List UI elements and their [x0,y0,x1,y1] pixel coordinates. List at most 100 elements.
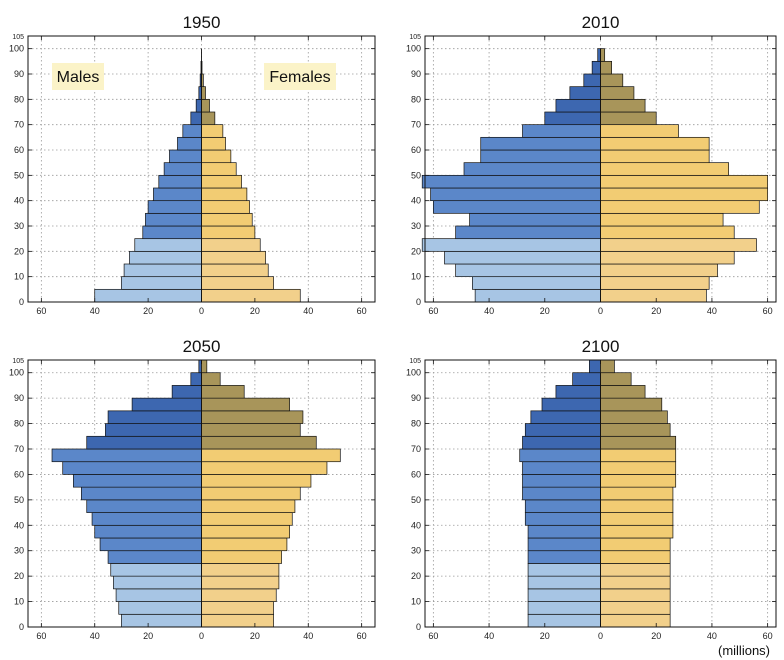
male-bar [153,187,202,202]
male-bar [433,200,601,214]
male-bar [527,563,601,577]
female-bar [600,48,606,62]
male-bar [129,250,202,265]
x-tick-label: 60 [36,631,46,641]
female-bar [201,359,208,374]
x-tick-label: 40 [484,631,494,641]
male-bar [555,98,601,113]
female-bar [201,124,224,138]
male-bar [527,588,601,602]
y-tick-label: 30 [411,221,421,231]
male-bar [469,212,601,227]
male-bar [94,524,202,539]
male-bar [131,397,202,412]
x-tick-label: 0 [199,631,204,641]
male-bar [569,86,601,100]
female-bar [600,200,760,214]
male-bar [480,149,601,164]
female-bar [600,187,768,202]
female-bar [600,73,624,88]
y-tick-label: 30 [14,221,24,231]
female-bar [201,601,274,615]
y-tick-label: 60 [411,145,421,155]
female-bar [600,98,646,113]
male-bar [444,250,601,265]
y-tick-label: 40 [411,520,421,530]
y-tick-label: 10 [411,597,421,607]
males-label-bg [52,63,104,90]
female-bar [600,486,674,501]
y-tick-label: 0 [416,297,421,307]
y-tick-label: 80 [411,419,421,429]
male-bar [524,423,601,437]
y-tick-label: 20 [411,246,421,256]
male-bar [589,359,601,374]
female-bar [201,588,277,602]
x-tick-label: 40 [90,631,100,641]
female-bar [201,276,274,290]
female-bar [201,397,290,412]
y-tick-label: 80 [14,419,24,429]
female-bar [600,225,735,240]
x-tick-label: 20 [540,306,550,316]
female-bar [201,474,312,488]
x-tick-label: 40 [303,306,313,316]
male-bar [463,162,601,176]
female-bar [600,250,735,265]
y-tick-label: 10 [411,272,421,282]
male-bar [86,499,202,513]
female-bar [600,550,671,564]
female-bar [600,174,768,189]
y-tick-label: 50 [14,495,24,505]
male-bar [430,187,601,202]
x-tick-label: 0 [598,306,603,316]
male-bar [522,124,601,138]
female-bar [600,212,724,227]
female-bar [600,461,677,475]
male-bar [115,588,202,602]
females-label: Females [269,69,330,86]
x-tick-label: 60 [763,631,773,641]
male-bar [123,263,202,278]
x-tick-label: 0 [199,306,204,316]
pyramid-panel-2050: 60 40 20 0 20 40 60 0 10 20 30 40 50 60 70 80 90 100 105 20… [9,337,376,641]
male-bar [524,499,601,513]
female-bar [600,410,668,424]
pyramid-panel-1950: 60 40 20 0 20 40 60 0 10 20 30 40 50 60 70 80 90 100 105 19… [9,13,376,316]
female-bar [600,162,729,176]
male-bar [527,613,601,628]
female-bar [201,187,248,202]
x-tick-label: 40 [303,631,313,641]
y-tick-label: 10 [14,597,24,607]
panel-title: 2100 [582,337,620,356]
y-tick-label: 100 [406,44,421,54]
x-tick-label: 60 [428,306,438,316]
female-bar [201,486,301,501]
female-bar [600,448,677,463]
y-tick-label: 105 [409,34,421,41]
male-bar [421,238,601,252]
y-tick-label: 105 [409,358,421,365]
x-tick-label: 20 [250,306,260,316]
y-tick-label: 100 [406,368,421,378]
female-bar [600,60,612,75]
y-tick-label: 30 [411,546,421,556]
female-bar [600,124,679,138]
male-bar [73,474,202,488]
male-bar [474,288,601,303]
y-tick-label: 20 [14,246,24,256]
female-bar [600,563,671,577]
female-bar [201,212,253,227]
female-bar [201,149,232,164]
female-bar [201,524,290,539]
male-bar [544,111,601,126]
female-bar [600,524,674,539]
y-tick-label: 40 [14,196,24,206]
y-tick-label: 70 [14,444,24,454]
females-label-bg [264,63,336,90]
female-bar [201,448,341,463]
male-bar [86,435,202,450]
x-tick-label: 0 [598,631,603,641]
female-bar [600,588,671,602]
